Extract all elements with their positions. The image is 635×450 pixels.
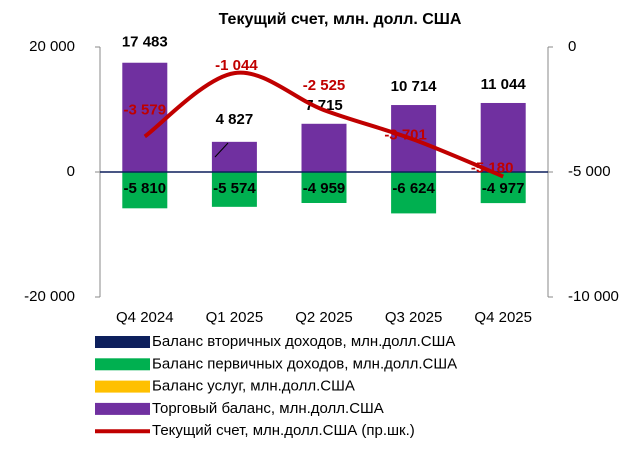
legend-swatch: [95, 380, 150, 393]
value-label: -4 959: [303, 180, 346, 197]
legend-label: Баланс первичных доходов, млн.долл.США: [152, 355, 457, 372]
line-label: -5 180: [471, 159, 514, 176]
value-label: -5 810: [124, 180, 167, 197]
line: [143, 70, 504, 179]
x-tick-label: Q3 2025: [385, 309, 443, 326]
line-label: -1 044: [215, 57, 258, 74]
value-label: -4 977: [482, 180, 525, 197]
bar: [391, 172, 437, 214]
bar: [211, 141, 257, 172]
line-label: -3 701: [384, 126, 427, 143]
legend-label: Баланс услуг, млн.долл.США: [152, 378, 355, 395]
y2-tick-label: -5 000: [568, 163, 611, 180]
line-label: -2 525: [303, 77, 346, 94]
value-label: -6 624: [392, 180, 435, 197]
legend-swatch: [95, 336, 150, 348]
y-tick-label: 20 000: [29, 38, 75, 55]
bar: [480, 172, 526, 204]
value-label: 11 044: [481, 76, 527, 93]
line-label: -3 579: [124, 101, 167, 118]
x-tick-label: Q4 2025: [474, 309, 532, 326]
bar: [301, 172, 347, 203]
legend-label: Текущий счет, млн.долл.США (пр.шк.): [152, 422, 415, 439]
y-tick-label: 0: [67, 163, 75, 180]
legend-swatch: [95, 358, 150, 371]
x-tick-label: Q4 2024: [116, 309, 174, 326]
legend-swatch: [95, 402, 150, 415]
x-tick-label: Q2 2025: [295, 309, 353, 326]
y-tick-label: -20 000: [24, 288, 75, 305]
legend-label: Торговый баланс, млн.долл.США: [152, 400, 384, 417]
leader-line: [214, 142, 229, 158]
y2-tick-label: -10 000: [568, 288, 619, 305]
bar: [480, 102, 526, 172]
chart-title: Текущий счет, млн. долл. США: [219, 11, 462, 28]
value-label: 10 714: [391, 78, 438, 95]
bar: [211, 172, 257, 207]
value-label: 7 715: [305, 97, 343, 114]
value-label: 17 483: [122, 34, 168, 51]
bar: [122, 62, 168, 173]
bar: [301, 123, 347, 172]
y2-tick-label: 0: [568, 38, 576, 55]
bar: [122, 172, 168, 209]
x-tick-label: Q1 2025: [206, 309, 264, 326]
legend-label: Баланс вторичных доходов, млн.долл.США: [152, 333, 455, 350]
value-label: 4 827: [216, 111, 254, 128]
value-label: -5 574: [213, 180, 256, 197]
